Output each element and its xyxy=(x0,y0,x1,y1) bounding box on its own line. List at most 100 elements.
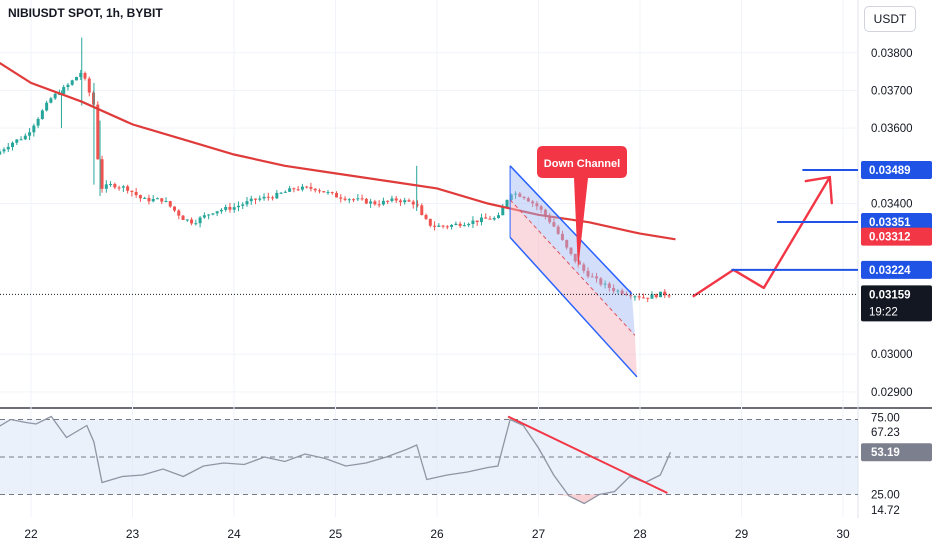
candle-body xyxy=(620,290,624,294)
candle-body xyxy=(317,190,321,192)
price-tick-label: 0.03800 xyxy=(871,48,913,60)
candle-body xyxy=(283,191,287,193)
candle-body xyxy=(232,207,236,210)
candle-body xyxy=(104,184,108,189)
projection-arrowhead xyxy=(804,175,834,205)
candle-body xyxy=(292,188,296,190)
candle-body xyxy=(177,210,181,216)
candle-body xyxy=(53,93,57,99)
candle-body xyxy=(198,217,202,224)
candle-body xyxy=(582,264,586,271)
candle-body xyxy=(522,196,526,199)
candle-body xyxy=(586,270,590,277)
candle-body xyxy=(416,204,420,206)
candle-body xyxy=(343,198,347,200)
candle-body xyxy=(15,139,19,143)
candle-body xyxy=(228,206,232,210)
candle-body xyxy=(40,110,44,119)
candle-body xyxy=(535,203,539,207)
candle-body xyxy=(143,197,147,199)
candle-body xyxy=(215,211,219,214)
candle-body xyxy=(87,78,91,93)
candle-body xyxy=(288,188,292,192)
candle-body xyxy=(629,294,633,297)
currency-button[interactable]: USDT xyxy=(864,6,916,32)
channel-lower-line xyxy=(509,236,638,378)
candle-body xyxy=(437,225,441,227)
candle-body xyxy=(300,186,304,190)
candle-body xyxy=(573,253,577,262)
candle-body xyxy=(279,192,283,194)
candle-body xyxy=(484,217,488,219)
candle-body xyxy=(121,186,125,188)
candle-body xyxy=(390,198,394,201)
candle-body xyxy=(352,199,356,201)
rsi-tick-label: 25.00 xyxy=(871,490,900,502)
channel-lower-fill xyxy=(510,199,637,377)
candle-body xyxy=(194,223,198,225)
candle-body xyxy=(458,223,462,226)
channel-upper-line xyxy=(509,165,633,295)
candle-body xyxy=(74,77,78,81)
candle-body xyxy=(164,201,168,203)
candle-body xyxy=(6,146,10,150)
channel-mid-line xyxy=(509,199,636,336)
projection-path xyxy=(692,176,831,298)
candle-body xyxy=(539,206,543,210)
candle-body xyxy=(505,199,509,208)
candle-body xyxy=(45,102,49,111)
candle-body xyxy=(211,213,215,215)
price-axis-badge-label: 0.03351 xyxy=(869,217,911,229)
candle-body xyxy=(607,283,611,288)
rsi-trendline xyxy=(507,415,668,494)
price-pane xyxy=(0,37,676,303)
candle-body xyxy=(113,184,117,188)
candle-body xyxy=(309,186,313,189)
candle-body xyxy=(181,215,185,221)
candle-body xyxy=(650,294,654,299)
chart-title: NIBIUSDT SPOT, 1h, BYBIT xyxy=(8,6,163,20)
candle-body xyxy=(492,217,496,220)
candle-body xyxy=(262,196,266,199)
candle-body xyxy=(2,149,6,152)
candle-body xyxy=(654,294,658,298)
candle-body xyxy=(475,220,479,223)
candle-body xyxy=(514,193,518,195)
candle-body xyxy=(266,196,270,198)
candle-body xyxy=(207,214,211,216)
candle-body xyxy=(339,197,343,199)
time-tick-label: 23 xyxy=(126,527,140,541)
candle-body xyxy=(433,225,437,227)
time-tick-label: 30 xyxy=(836,527,850,541)
candle-body xyxy=(245,201,249,205)
time-tick-label: 28 xyxy=(633,527,647,541)
candle-body xyxy=(305,186,309,188)
candle-body xyxy=(497,215,501,218)
candle-body xyxy=(578,261,582,265)
candle-body xyxy=(224,206,228,210)
candle-body xyxy=(386,200,390,202)
candle-body xyxy=(271,197,275,199)
candle-body xyxy=(398,200,402,203)
candle-body xyxy=(616,290,620,292)
candle-body xyxy=(100,159,104,189)
time-tick-label: 22 xyxy=(24,527,38,541)
time-tick-label: 26 xyxy=(430,527,444,541)
rsi-value-badge xyxy=(861,443,932,462)
candle-body xyxy=(552,222,556,227)
candle-body xyxy=(411,201,415,205)
candle-body xyxy=(28,132,32,136)
candle-body xyxy=(168,201,172,207)
candle-body xyxy=(531,201,535,204)
candle-body xyxy=(462,225,466,227)
candle-body xyxy=(599,278,603,285)
candle-body xyxy=(147,197,151,202)
candle-body xyxy=(420,205,424,216)
candle-body xyxy=(11,142,15,147)
rsi-pane xyxy=(0,415,858,505)
candle-body xyxy=(151,199,155,202)
candle-body xyxy=(428,218,432,226)
time-tick-label: 29 xyxy=(735,527,749,541)
candle-body xyxy=(360,198,364,200)
